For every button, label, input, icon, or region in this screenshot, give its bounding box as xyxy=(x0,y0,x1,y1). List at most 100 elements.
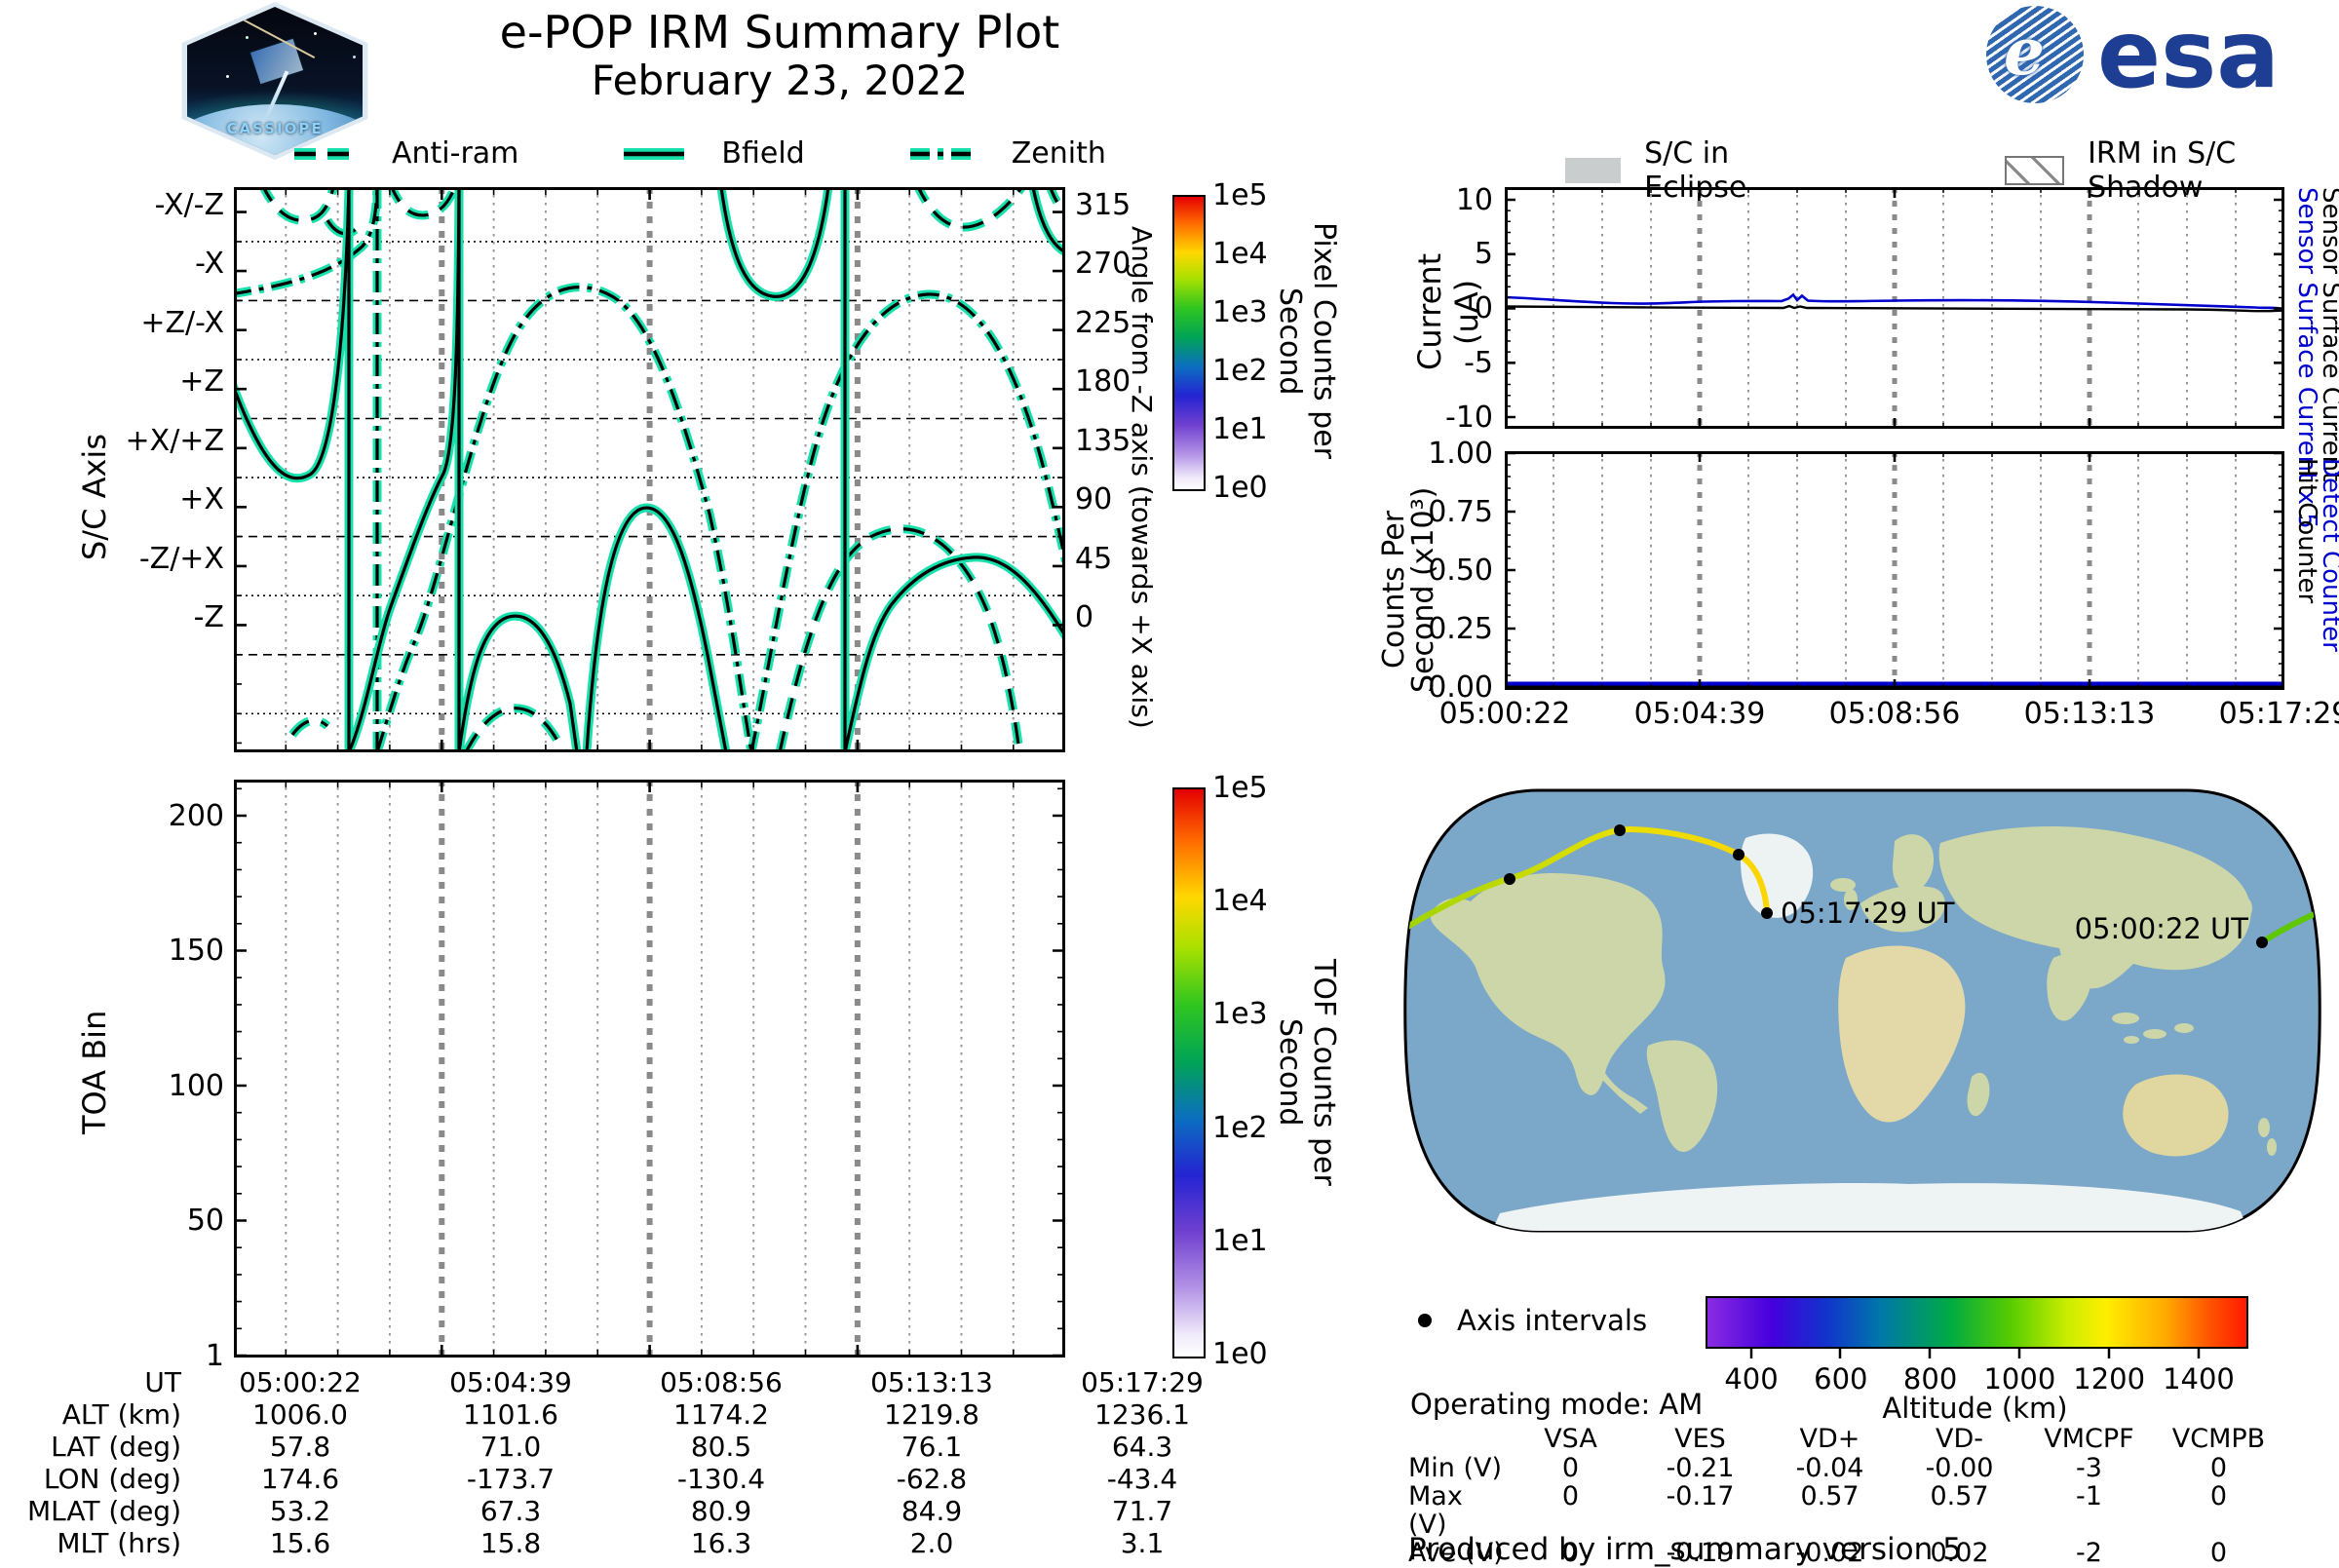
sc-axis-plot xyxy=(234,187,1065,752)
colorbar-tick-label: 1e5 xyxy=(1212,770,1268,805)
produced-by-footer: Produced by irm_summary version 5 xyxy=(1408,1532,1962,1567)
zenith-line-sample xyxy=(909,147,975,160)
axis-tick-label: 1 xyxy=(205,1338,224,1373)
colorbar-tick-label: 1200 xyxy=(2073,1362,2146,1396)
row-label: Min (V) xyxy=(1408,1453,1503,1483)
table-cell: -43.4 xyxy=(1106,1463,1178,1495)
row-label: UT xyxy=(144,1366,181,1398)
table-cell: 84.9 xyxy=(901,1495,963,1527)
legend-label-bfield: Bfield xyxy=(721,136,805,171)
colorbar-tick-label: 1400 xyxy=(2163,1362,2235,1396)
sensor-current-x5-line xyxy=(1505,292,2284,311)
colorbar-tick-label: 1e3 xyxy=(1212,294,1268,329)
axis-interval-dots xyxy=(1504,824,2268,948)
table-cell: 05:17:29 xyxy=(1081,1366,1204,1398)
axis-tick-label: 05:00:22 xyxy=(1438,697,1571,731)
axis-tick-label: 150 xyxy=(168,934,224,968)
spacer xyxy=(1408,1425,1506,1453)
current-plot-ytick-labels: 10 5 0 -5 -10 xyxy=(1411,183,1493,435)
table-cell: -173.7 xyxy=(466,1463,556,1495)
counts-plot-xtick-labels: 05:00:22 05:04:39 05:08:56 05:13:13 05:17:29 xyxy=(1439,697,2339,731)
bfield-curves xyxy=(234,187,1065,752)
axis-tick-label: 05:08:56 xyxy=(1828,697,1961,731)
pixel-colorbar-label: Pixel Counts per Second xyxy=(1273,222,1341,460)
table-cell: -1 xyxy=(2076,1481,2102,1511)
table-cell: 16.3 xyxy=(690,1527,752,1559)
table-cell: 05:08:56 xyxy=(660,1366,783,1398)
colorbar-tick-label: 1000 xyxy=(1983,1362,2056,1396)
axis-tick-label: -X/-Z xyxy=(154,187,224,222)
voltage-table-body: Min (V) 0 -0.21 -0.04 -0.00 -3 0 Max (V)… xyxy=(1408,1454,2283,1567)
row-label: LON (deg) xyxy=(43,1463,181,1495)
axis-tick-label: -Z/+X xyxy=(138,541,224,576)
axis-tick-label: 135 xyxy=(1075,423,1131,458)
table-cell: -0.21 xyxy=(1666,1453,1735,1483)
dot-icon xyxy=(1418,1314,1432,1327)
legend-label-anti-ram: Anti-ram xyxy=(392,136,519,171)
current-plot-right-label-black: Sensor Surface Current xyxy=(2317,187,2339,482)
table-cell: 3.1 xyxy=(1120,1527,1165,1559)
altitude-colorbar-label: Altitude (km) xyxy=(1882,1392,2068,1425)
row-label: MLAT (deg) xyxy=(26,1495,181,1527)
axis-tick-label: 0 xyxy=(1474,291,1493,325)
axis-tick-label: 0.75 xyxy=(1428,494,1493,529)
row-label: LAT (deg) xyxy=(51,1431,181,1463)
table-cell: -0.17 xyxy=(1666,1481,1735,1511)
axis-tick-label: +Z xyxy=(179,364,224,400)
colorbar-tick-label: 1e0 xyxy=(1212,470,1268,505)
table-cell: 174.6 xyxy=(260,1463,340,1495)
table-cell: 15.8 xyxy=(479,1527,542,1559)
axis-tick-label: -5 xyxy=(1464,345,1493,380)
anti-ram-line-sample xyxy=(294,147,355,160)
page-title: e-POP IRM Summary Plot xyxy=(499,6,1060,58)
esa-globe-icon: e xyxy=(1986,6,2084,103)
page-date: February 23, 2022 xyxy=(591,57,969,104)
counts-plot-ytick-labels: 1.00 0.75 0.50 0.25 0.00 xyxy=(1415,437,1493,705)
legend-label-shadow: IRM in S/C Shadow xyxy=(2088,136,2237,205)
colorbar-tick-label: 1e4 xyxy=(1212,883,1268,918)
table-cell: 1101.6 xyxy=(463,1398,558,1431)
sc-plot-right-ytick-labels: 315 270 225 180 135 90 45 0 xyxy=(1075,188,1153,635)
tof-colorbar-ticks: 1e5 1e4 1e3 1e2 1e1 1e0 xyxy=(1212,771,1281,1372)
toa-bin-plot xyxy=(234,780,1065,1358)
table-cell: 0.57 xyxy=(1800,1481,1860,1511)
table-cell: -3 xyxy=(2076,1453,2102,1483)
bfield-line-sample xyxy=(624,147,685,160)
axis-tick-label: 90 xyxy=(1075,482,1113,517)
axis-tick-label: 05:13:13 xyxy=(2023,697,2156,731)
altitude-colorbar xyxy=(1706,1296,2248,1349)
anti-ram-curves xyxy=(258,187,1065,752)
counts-plot-right-label-blue: Detect Counter xyxy=(2317,458,2339,652)
table-cell: 0 xyxy=(1561,1481,1580,1511)
row-label: MLT (hrs) xyxy=(57,1527,181,1559)
axis-tick-label: 0.00 xyxy=(1428,669,1493,705)
track-end-label: 05:17:29 UT xyxy=(1781,897,1955,930)
axis-tick-label: 100 xyxy=(168,1068,224,1103)
orbit-track-start-segment xyxy=(2260,909,2320,945)
tof-colorbar-label: TOF Counts per Second xyxy=(1273,958,1341,1186)
esa-wordmark: esa xyxy=(2097,0,2281,109)
axis-tick-label: -X xyxy=(195,247,224,282)
colorbar-tick-label: 1e1 xyxy=(1212,411,1268,446)
satellite-body xyxy=(249,37,305,86)
column-header: VES xyxy=(1674,1424,1726,1454)
axis-tick-label: 5 xyxy=(1474,237,1493,272)
axis-tick-label: 50 xyxy=(186,1204,224,1238)
axis-tick-label: 0 xyxy=(1075,600,1094,635)
colorbar-tick-label: 1e2 xyxy=(1212,353,1268,388)
colorbar-tick-label: 1e1 xyxy=(1212,1224,1268,1259)
axis-intervals-label: Axis intervals xyxy=(1457,1304,1648,1337)
table-cell: -130.4 xyxy=(676,1463,766,1495)
colorbar-tick-label: 1e5 xyxy=(1212,177,1268,212)
shadow-swatch xyxy=(2004,156,2065,185)
esa-logo: e esa xyxy=(1986,6,2280,103)
table-cell: -62.8 xyxy=(896,1463,968,1495)
colorbar-tick-label: 1e3 xyxy=(1212,997,1268,1032)
sc-plot-legend: Anti-ram Bfield Zenith xyxy=(292,136,1106,171)
table-cell: -2 xyxy=(2076,1538,2102,1568)
axis-tick-label: 180 xyxy=(1075,364,1131,400)
table-cell: 0 xyxy=(2209,1453,2228,1483)
ephemeris-table: UT 05:00:22 05:04:39 05:08:56 05:13:13 0… xyxy=(19,1366,1247,1559)
table-cell: 76.1 xyxy=(901,1431,963,1463)
table-cell: 80.5 xyxy=(690,1431,752,1463)
